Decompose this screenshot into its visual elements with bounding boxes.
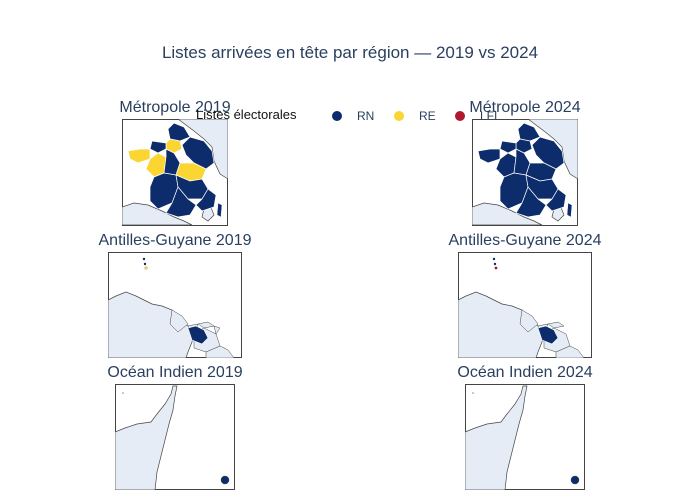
region-paca — [195, 188, 217, 212]
island-martinique — [143, 262, 147, 266]
region-guyane — [187, 325, 209, 345]
chart-title: Listes arrivées en tête par région — 201… — [161, 43, 539, 62]
map-metro-2019[interactable] — [122, 119, 228, 226]
region-occitanie — [165, 186, 197, 218]
region-normandie — [149, 140, 167, 154]
legend-dot-re — [394, 111, 404, 121]
map-metro-2024[interactable] — [472, 119, 578, 226]
legend-label-rn: RN — [357, 109, 375, 123]
subplot-title-antilles-2024: Antilles-Guyane 2024 — [448, 232, 602, 249]
subplot-title-ocean-2019: Océan Indien 2019 — [107, 364, 243, 381]
legend-label-re: RE — [419, 109, 436, 123]
map-ocean-2024[interactable] — [465, 384, 585, 490]
map-ocean-2019[interactable] — [115, 384, 235, 490]
legend-item-rn[interactable]: RN — [332, 106, 374, 126]
legend-title: Listes électorales — [196, 107, 297, 122]
region-corse — [216, 202, 223, 218]
subplot-title-antilles-2019: Antilles-Guyane 2019 — [98, 232, 252, 249]
subplot-title-ocean-2024: Océan Indien 2024 — [457, 364, 593, 381]
legend-dot-rn — [332, 111, 342, 121]
map-antilles-2024[interactable] — [458, 252, 592, 358]
subplot-title-metro-2019: Métropole 2019 — [119, 99, 231, 116]
subplot-title-metro-2024: Métropole 2024 — [469, 99, 581, 116]
legend-item-re[interactable]: RE — [394, 106, 436, 126]
legend-dot-lfi — [455, 111, 465, 121]
map-antilles-2019[interactable] — [108, 252, 242, 358]
island-guadeloupe — [142, 257, 146, 261]
island-reunion — [220, 475, 230, 485]
